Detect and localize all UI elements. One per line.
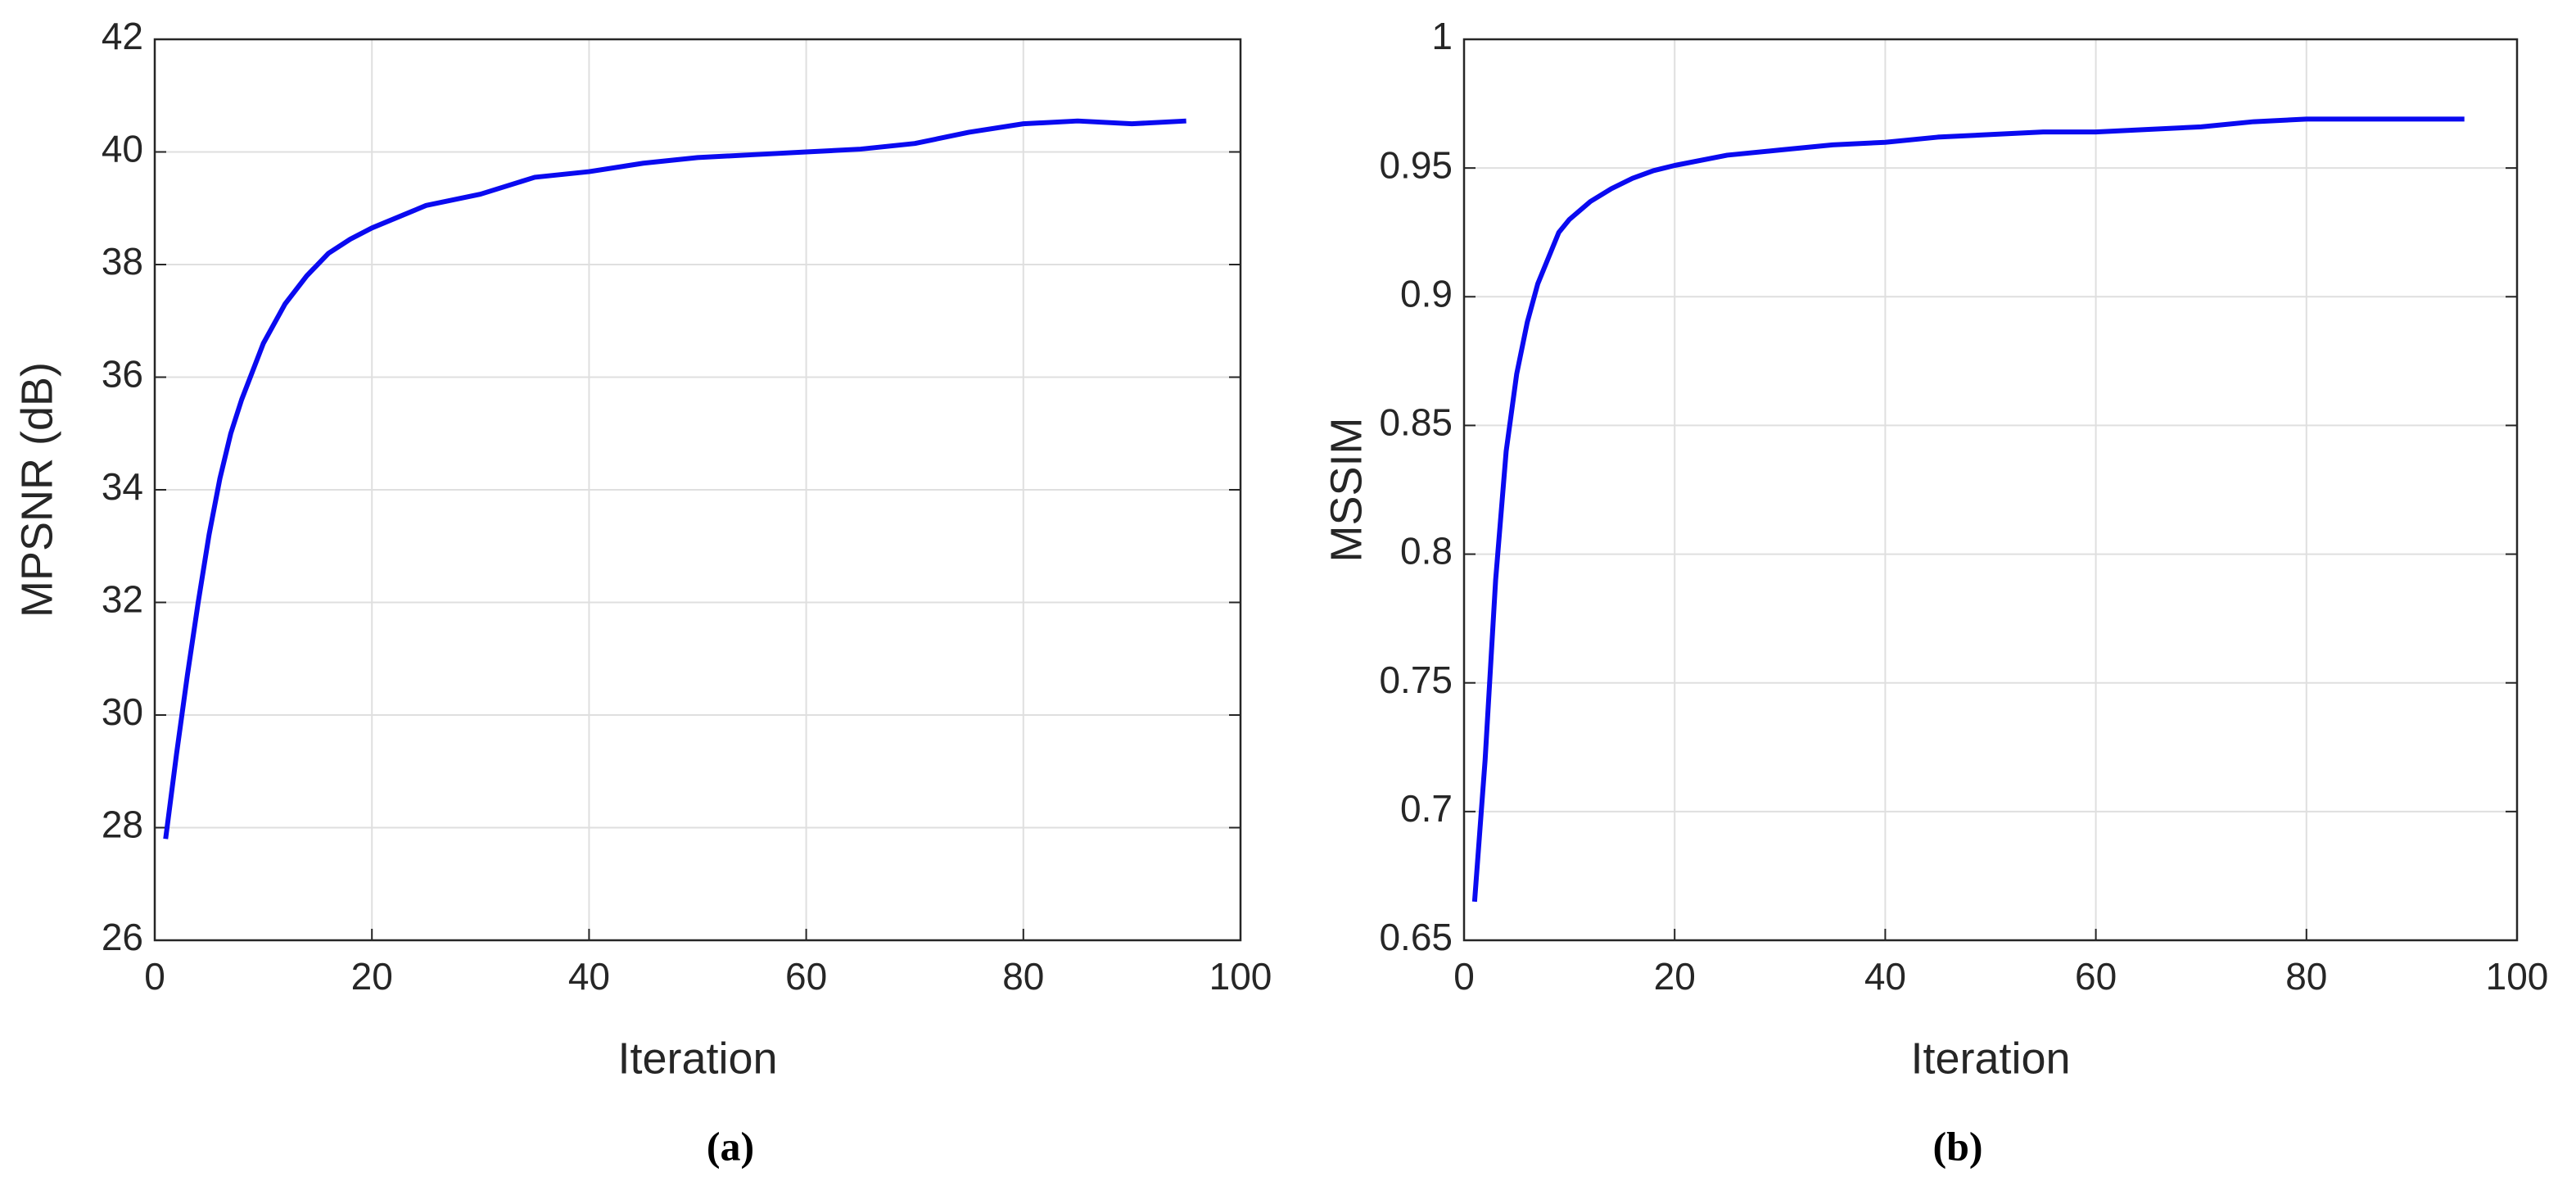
y-tick-label: 0.7 — [1400, 787, 1453, 830]
x-tick-label: 20 — [1654, 955, 1696, 998]
caption: (a) — [707, 1123, 754, 1169]
y-tick-label: 0.9 — [1400, 272, 1453, 315]
y-tick-label: 1 — [1431, 15, 1453, 57]
x-tick-label: 40 — [1864, 955, 1906, 998]
x-tick-label: 40 — [568, 955, 610, 998]
y-tick-label: 38 — [102, 240, 143, 283]
y-tick-label: 0.8 — [1400, 530, 1453, 573]
x-tick-label: 60 — [785, 955, 827, 998]
y-tick-label: 0.85 — [1379, 401, 1453, 444]
data-line — [1471, 116, 2465, 903]
y-tick-label: 30 — [102, 690, 143, 733]
x-tick-label: 80 — [1002, 955, 1044, 998]
y-tick-label: 28 — [102, 803, 143, 846]
caption: (b) — [1932, 1123, 1982, 1169]
y-tick-label: 26 — [102, 916, 143, 958]
plot-frame — [153, 38, 1242, 942]
y-tick-label: 0.65 — [1379, 916, 1453, 958]
x-tick-label: 0 — [1453, 955, 1475, 998]
data-line — [163, 118, 1186, 840]
y-tick-label: 32 — [102, 578, 143, 621]
y-tick-label: 0.95 — [1379, 143, 1453, 186]
x-tick-label: 20 — [351, 955, 393, 998]
x-tick-label: 80 — [2285, 955, 2327, 998]
x-tick-label: 100 — [1209, 955, 1272, 998]
plot-frame — [1462, 38, 2519, 942]
x-tick-label: 60 — [2075, 955, 2117, 998]
y-tick-label: 42 — [102, 15, 143, 57]
y-axis-label: MSSIM — [1322, 417, 1371, 562]
y-tick-label: 40 — [102, 128, 143, 170]
y-tick-label: 34 — [102, 465, 143, 508]
x-tick-label: 100 — [2486, 955, 2549, 998]
x-axis-label: Iteration — [1910, 1034, 2070, 1083]
y-tick-label: 36 — [102, 353, 143, 396]
y-tick-label: 0.75 — [1379, 659, 1453, 701]
y-axis-label: MPSNR (dB) — [12, 362, 61, 618]
x-axis-label: Iteration — [617, 1034, 777, 1083]
x-tick-label: 0 — [144, 955, 165, 998]
